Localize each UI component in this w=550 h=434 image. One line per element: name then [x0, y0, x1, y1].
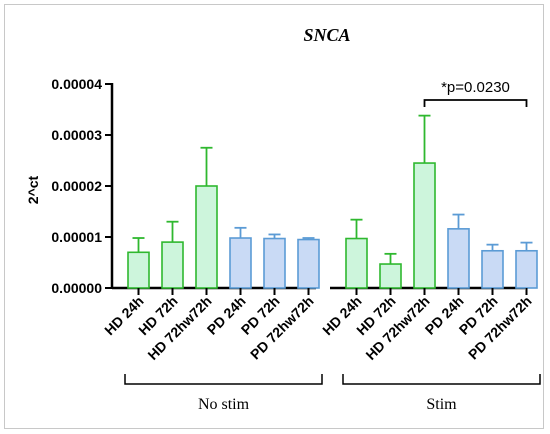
bar	[263, 237, 286, 289]
y-tick-label: 0.00000	[51, 280, 102, 296]
y-tick-label: 0.00004	[51, 76, 102, 92]
figure-frame	[4, 4, 544, 429]
group-label: Stim	[426, 396, 457, 413]
bar	[297, 238, 320, 289]
significance-bracket	[423, 99, 528, 107]
bar	[413, 162, 436, 289]
group-bracket	[124, 374, 323, 385]
group-bracket	[342, 374, 541, 385]
bar	[127, 251, 150, 289]
bar	[379, 263, 402, 289]
bar	[515, 249, 538, 289]
group-label: No stim	[198, 396, 250, 413]
bar	[481, 249, 504, 289]
chart-title: SNCA	[303, 25, 350, 45]
y-axis-label: 2^ct	[25, 175, 41, 204]
bar	[161, 241, 184, 289]
bar	[195, 185, 218, 289]
bar	[229, 237, 252, 289]
y-tick-label: 0.00002	[51, 178, 102, 194]
bar	[345, 237, 368, 289]
y-tick-label: 0.00003	[51, 127, 102, 143]
significance-label: *p=0.0230	[441, 79, 510, 96]
bar	[447, 228, 470, 289]
y-tick-label: 0.00001	[51, 229, 102, 245]
